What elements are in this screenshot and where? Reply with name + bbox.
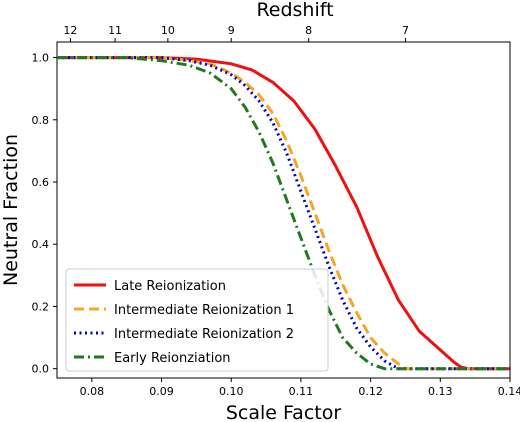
top-tick-label: 11 — [108, 24, 122, 37]
y-tick-label: 0.8 — [32, 114, 50, 127]
y-tick-label: 1.0 — [32, 52, 50, 65]
x-tick-label: 0.14 — [498, 385, 520, 398]
x-tick-label: 0.11 — [289, 385, 314, 398]
legend-label: Early Reionziation — [114, 351, 231, 366]
x-tick-label: 0.09 — [149, 385, 174, 398]
series-line-4 — [57, 56, 510, 371]
y-tick-label: 0.6 — [32, 176, 50, 189]
top-tick-label: 7 — [402, 24, 409, 37]
top-tick-label: 8 — [305, 24, 312, 37]
top-axis-title: Redshift — [256, 0, 333, 21]
y-tick-label: 0.2 — [32, 300, 50, 313]
series-line-2 — [57, 56, 510, 371]
top-tick-label: 12 — [63, 24, 77, 37]
legend-label: Intermediate Reionization 2 — [114, 327, 294, 342]
y-tick-label: 0.4 — [32, 238, 50, 251]
plot-frame — [56, 41, 511, 379]
x-tick-label: 0.08 — [80, 385, 105, 398]
legend: Late Reionization Intermediate Reionizati… — [65, 268, 329, 372]
tick-layer: 0.08 0.09 0.10 0.11 0.12 0.13 0.14 0.0 0.2 0.4 0.6… — [32, 24, 520, 398]
x-tick-label: 0.10 — [219, 385, 244, 398]
x-tick-label: 0.12 — [358, 385, 383, 398]
series-line-3 — [57, 56, 510, 371]
series-layer — [57, 56, 510, 371]
top-tick-label: 9 — [228, 24, 235, 37]
x-axis-title: Scale Factor — [226, 402, 342, 422]
series-line-1 — [57, 56, 510, 371]
x-tick-label: 0.13 — [428, 385, 453, 398]
legend-label: Late Reionization — [114, 279, 226, 294]
y-tick-label: 0.0 — [32, 363, 50, 376]
y-axis-title: Neutral Fraction — [0, 134, 22, 286]
legend-box — [65, 268, 329, 372]
legend-label: Intermediate Reionization 1 — [114, 303, 294, 318]
top-tick-label: 10 — [161, 24, 175, 37]
